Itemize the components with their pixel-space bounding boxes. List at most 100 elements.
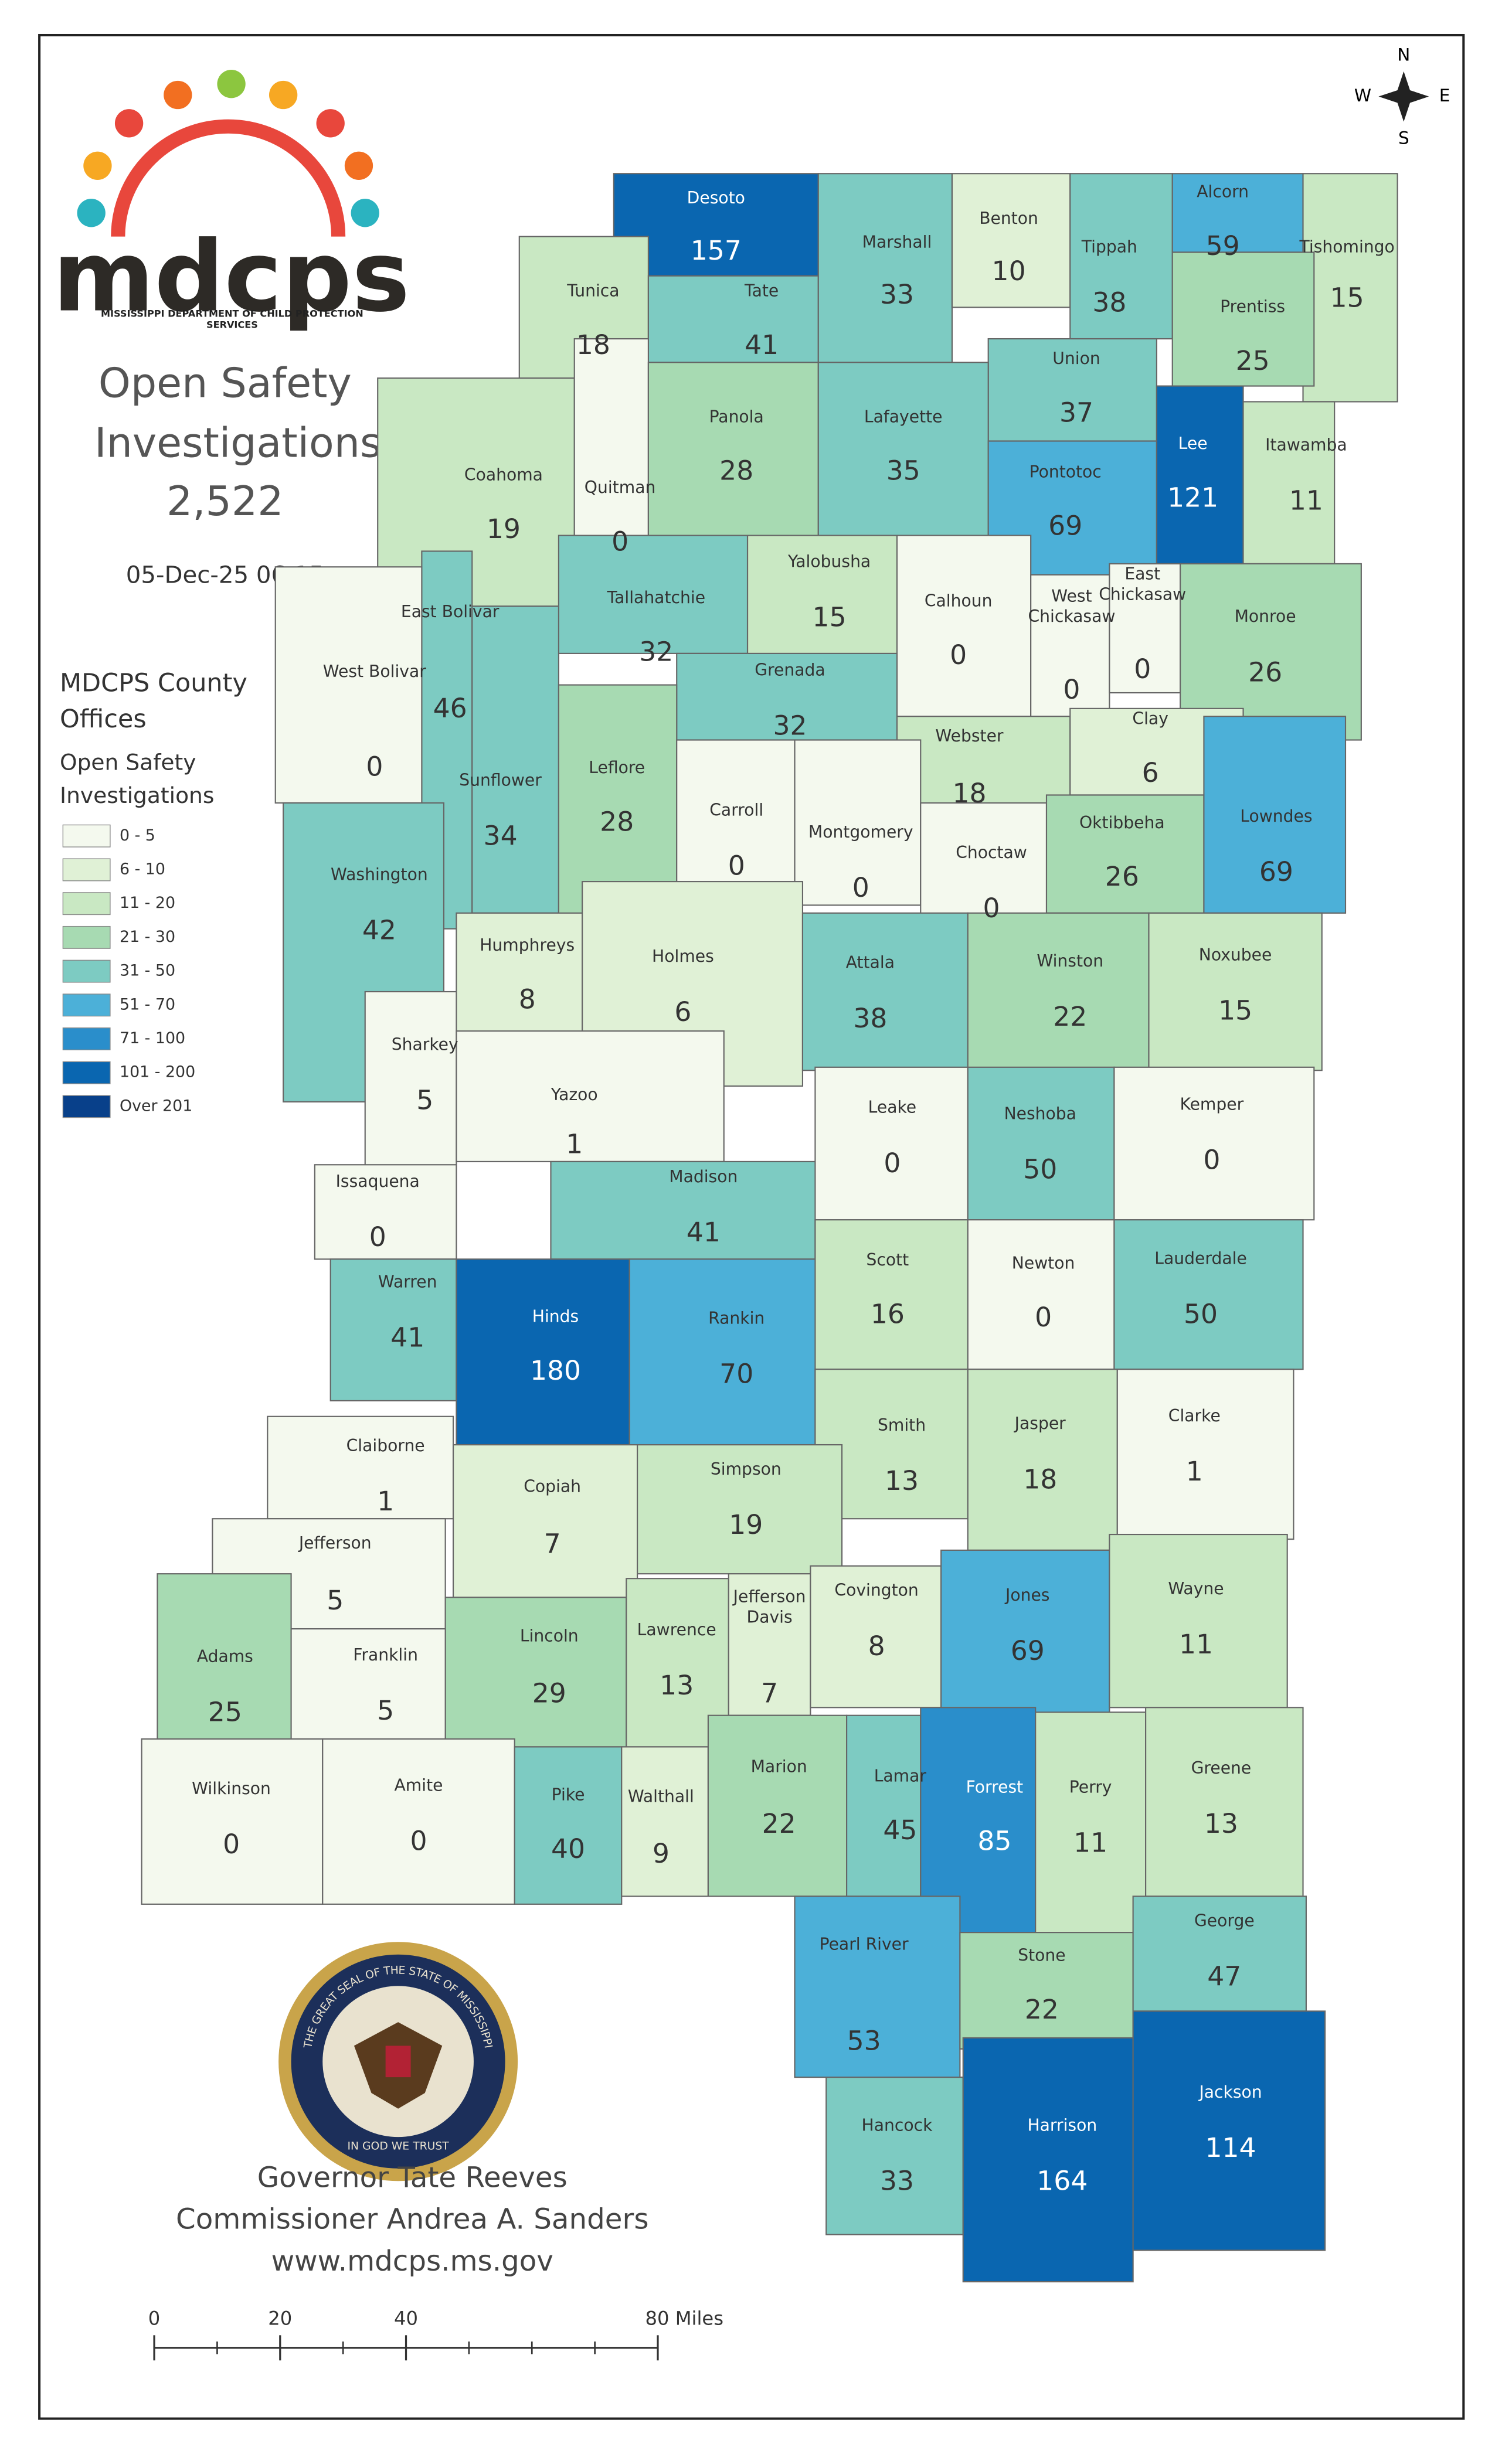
county-value: 35 [886,455,920,486]
compass-e: E [1439,86,1450,105]
county-value: 164 [1037,2165,1088,2196]
county-name: Perry [1069,1778,1112,1798]
county-name-box: Forrest [966,1778,1024,1798]
county-value: 50 [1184,1298,1218,1329]
county-value: 0 [1063,674,1080,705]
county-value: 41 [687,1217,721,1248]
county [141,1738,324,1905]
county-name-box: Calhoun [924,592,993,611]
county-name-box: Union [1052,349,1100,369]
county-name: Sunflower [459,771,542,791]
county-name: East Bolivar [400,603,500,622]
legend-swatch [62,892,111,916]
county-value: 16 [871,1298,905,1329]
county [967,1369,1118,1551]
county-name: Calhoun [924,592,993,611]
county-value: 0 [366,751,383,782]
county-name-box: Scott [866,1251,909,1271]
county-name: Oktibbeha [1079,814,1165,833]
county-name-box: Copiah [524,1478,581,1496]
county-name: Union [1052,349,1100,369]
logo-graphic [77,70,379,237]
county [456,1258,630,1446]
footer-line: www.mdcps.ms.gov [271,2245,553,2278]
footer-line: Commissioner Andrea A. Sanders [176,2203,649,2236]
legend-label: 0 - 5 [120,826,155,845]
county-name-box: Montgomery [808,823,913,842]
county-name: Scott [866,1251,909,1271]
county-name-box: Pontotoc [1029,463,1102,482]
county [940,1549,1110,1716]
county-name-box: Yalobusha [788,553,871,571]
county [825,2077,964,2235]
county-name-box: Franklin [353,1646,418,1665]
county-name: Clarke [1168,1407,1221,1426]
county-value: 13 [885,1465,919,1496]
county [647,275,819,363]
county [846,1714,922,1897]
county-name-box: Holmes [652,948,714,966]
county [1242,401,1336,564]
county-name-box: Adams [197,1648,253,1666]
county-value: 15 [813,601,847,632]
county-name-box: Jefferson Davis [733,1588,806,1627]
county-name-box: Jefferson [299,1534,372,1553]
county [1045,794,1205,914]
county-name: Grenada [755,661,825,680]
county-name: Madison [669,1168,738,1187]
county-value: 26 [1248,656,1282,688]
county-name: Forrest [966,1778,1024,1798]
county-name-box: Yazoo [551,1086,598,1105]
county-name-box: Wilkinson [192,1779,271,1799]
county-name: Wilkinson [192,1779,271,1799]
county-name-box: Rankin [708,1309,765,1329]
county-name: Webster [935,727,1004,747]
county-value: 47 [1207,1961,1241,1992]
county-name-box: Choctaw [956,844,1027,863]
county-name-box: Issaquena [336,1173,420,1192]
county-value: 19 [487,513,521,544]
county-name-box: Pike [551,1786,585,1805]
county-name: Quitman [584,478,656,498]
legend-label: 71 - 100 [120,1029,185,1047]
legend-swatch [62,824,111,848]
legend-title: MDCPS County Offices [60,668,247,734]
county-value: 70 [719,1358,753,1389]
county [1148,912,1323,1071]
legend-label: 21 - 30 [120,928,175,946]
county-name: Pike [551,1786,585,1805]
county-name-box: Walthall [628,1788,694,1806]
county [637,1444,843,1575]
county [959,1932,1134,2050]
county-name: Marshall [862,233,932,253]
county-name: Rankin [708,1309,765,1329]
county-value: 180 [530,1355,581,1386]
county-value: 11 [1179,1629,1213,1660]
county-name-box: Monroe [1235,608,1296,627]
county-name-box: Marion [751,1758,807,1776]
county-name-box: Simpson [711,1461,782,1479]
county [157,1573,292,1740]
county-name-box: Jackson [1199,2084,1262,2102]
county-value: 22 [762,1808,796,1839]
county [322,1738,515,1905]
county-value: 28 [719,455,753,486]
county-name: Washington [331,866,428,885]
county-name-box: Claiborne [346,1437,425,1456]
county-name: Montgomery [808,823,913,842]
county-name-box: Tippah [1082,238,1137,257]
county-value: 0 [410,1826,427,1857]
scale-label: 20 [268,2307,292,2329]
county-value: 37 [1059,397,1093,428]
legend-swatch [62,1095,111,1118]
county-name: Prentiss [1220,298,1286,317]
legend-label: 51 - 70 [120,995,175,1013]
county [1132,2010,1326,2251]
county-name-box: Warren [378,1273,437,1292]
county-value: 25 [1236,345,1270,376]
county-name-box: East Bolivar [400,603,500,622]
county-name-box: Alcorn [1197,183,1249,202]
county-value: 6 [674,996,691,1027]
legend-label: Over 201 [120,1097,192,1115]
county-value: 46 [433,693,467,724]
